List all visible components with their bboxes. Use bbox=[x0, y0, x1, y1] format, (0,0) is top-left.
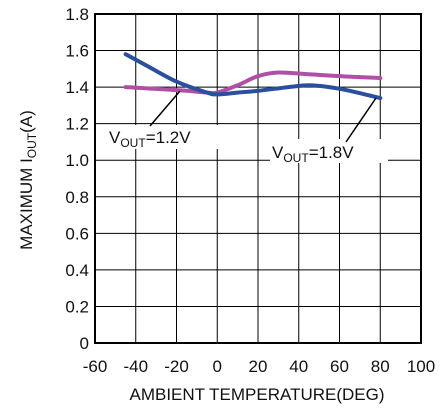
y-tick-label: 0.4 bbox=[65, 261, 89, 280]
y-tick-label: 0 bbox=[80, 334, 89, 353]
x-tick-labels: -60 -40 -20 0 20 40 60 80 100 bbox=[83, 357, 435, 376]
y-axis-label-unit: (A) bbox=[17, 110, 36, 133]
annotation-2-bg bbox=[270, 139, 388, 163]
x-tick-label: -40 bbox=[123, 357, 148, 376]
y-axis-label: MAXIMUM IOUT(A) bbox=[17, 110, 39, 250]
annotation-1-bg bbox=[107, 125, 225, 149]
y-tick-label: 0.8 bbox=[65, 188, 89, 207]
y-tick-label: 1.4 bbox=[65, 78, 89, 97]
y-tick-label: 1.0 bbox=[65, 151, 89, 170]
y-tick-label: 1.2 bbox=[65, 115, 89, 134]
annotation-2-leader bbox=[345, 97, 377, 143]
y-tick-label: 0.6 bbox=[65, 224, 89, 243]
series-line-vout-1-8v bbox=[123, 52, 383, 101]
x-tick-label: -20 bbox=[164, 357, 189, 376]
y-tick-label: 1.8 bbox=[65, 5, 89, 24]
y-tick-label: 1.6 bbox=[65, 42, 89, 61]
grid bbox=[95, 14, 421, 343]
y-tick-label: 0.2 bbox=[65, 297, 89, 316]
annotation-vout-1-2v: VOUT=1.2V bbox=[109, 128, 191, 150]
x-tick-label: 0 bbox=[213, 357, 222, 376]
y-axis-label-sub: OUT bbox=[25, 132, 39, 158]
x-tick-label: 60 bbox=[330, 357, 349, 376]
y-axis-label-main: MAXIMUM I bbox=[17, 158, 36, 250]
x-tick-label: -60 bbox=[83, 357, 108, 376]
annotation-vout-1-8v: VOUT=1.8V bbox=[272, 143, 354, 165]
x-tick-label: 100 bbox=[407, 357, 435, 376]
x-tick-label: 20 bbox=[249, 357, 268, 376]
plot-frame bbox=[94, 13, 422, 344]
annotation-1-leader bbox=[149, 90, 181, 127]
series-layer bbox=[123, 52, 383, 101]
y-tick-labels: 0 0.2 0.4 0.6 0.8 1.0 1.2 1.4 1.6 1.8 bbox=[65, 5, 89, 353]
x-axis-label: AMBIENT TEMPERATURE(DEG) bbox=[129, 385, 384, 404]
series-line-vout-1-2v bbox=[123, 70, 383, 96]
x-tick-label: 80 bbox=[371, 357, 390, 376]
x-tick-label: 40 bbox=[289, 357, 308, 376]
